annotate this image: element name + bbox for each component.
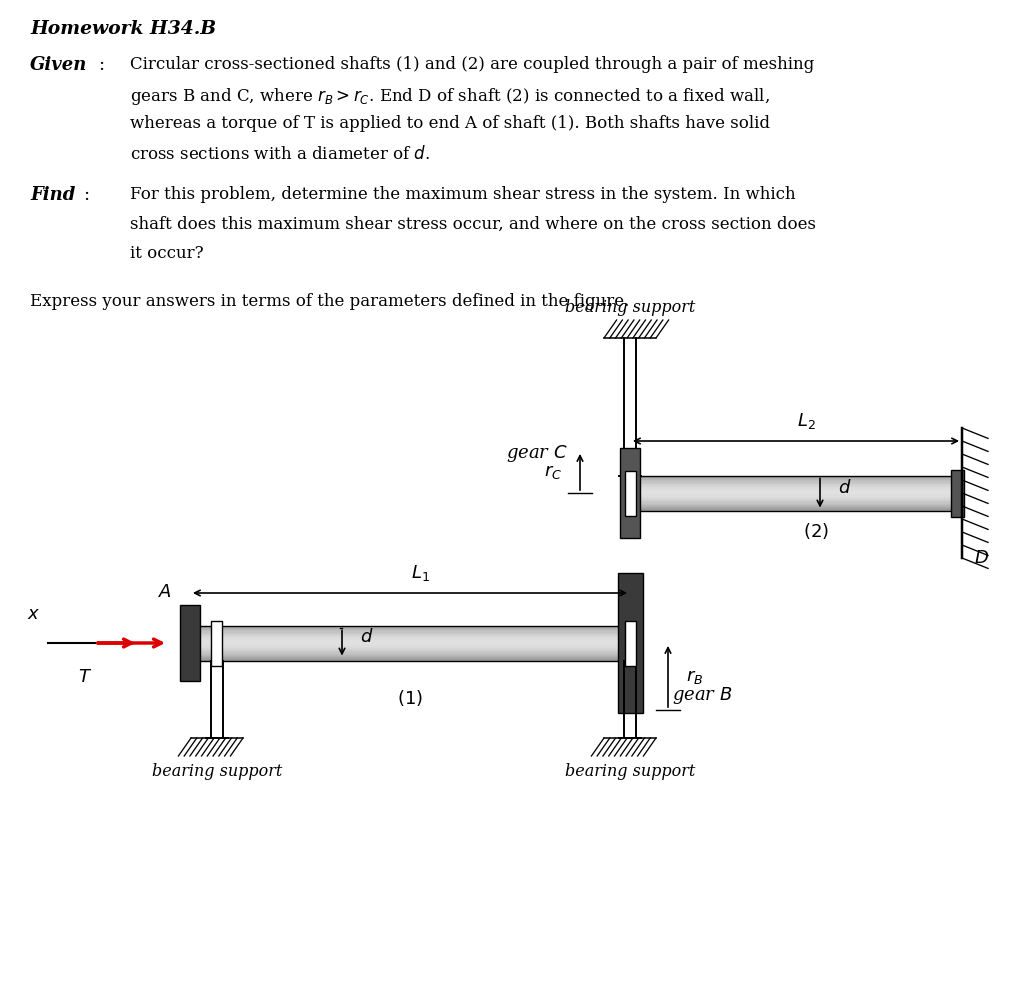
Bar bbox=[630, 479, 962, 480]
Bar bbox=[190, 660, 630, 661]
Text: $D$: $D$ bbox=[974, 549, 989, 567]
Bar bbox=[630, 493, 962, 494]
Bar bbox=[190, 658, 630, 660]
Bar bbox=[617, 573, 642, 713]
Text: :: : bbox=[83, 186, 89, 204]
Bar bbox=[630, 492, 962, 493]
Bar bbox=[630, 482, 962, 484]
Bar bbox=[630, 496, 962, 498]
Bar bbox=[190, 635, 630, 636]
Text: Express your answers in terms of the parameters defined in the figure.: Express your answers in terms of the par… bbox=[30, 292, 630, 309]
Text: $A$: $A$ bbox=[158, 583, 172, 601]
Bar bbox=[190, 649, 630, 650]
Bar bbox=[190, 657, 630, 658]
Bar bbox=[625, 621, 636, 666]
Bar bbox=[630, 509, 962, 511]
Bar bbox=[630, 489, 962, 491]
Text: For this problem, determine the maximum shear stress in the system. In which: For this problem, determine the maximum … bbox=[130, 186, 796, 203]
Bar bbox=[190, 651, 630, 653]
Bar bbox=[190, 656, 630, 657]
Text: Circular cross-sectioned shafts (1) and (2) are coupled through a pair of meshin: Circular cross-sectioned shafts (1) and … bbox=[130, 56, 814, 73]
Bar bbox=[190, 634, 630, 635]
Text: $(1)$: $(1)$ bbox=[397, 688, 423, 708]
Bar bbox=[630, 494, 962, 495]
Text: $r_C$: $r_C$ bbox=[544, 463, 562, 481]
Bar bbox=[630, 508, 962, 509]
Bar bbox=[630, 491, 962, 492]
Bar bbox=[630, 500, 962, 501]
Bar bbox=[190, 646, 630, 647]
Bar bbox=[630, 481, 962, 482]
Text: $d$: $d$ bbox=[838, 479, 852, 497]
Text: $r_B$: $r_B$ bbox=[686, 668, 703, 686]
Text: Given: Given bbox=[30, 56, 87, 74]
Bar bbox=[630, 506, 962, 507]
Bar bbox=[625, 470, 636, 516]
Bar bbox=[180, 605, 200, 681]
Bar bbox=[951, 469, 964, 517]
Bar bbox=[190, 633, 630, 634]
Text: :: : bbox=[98, 56, 104, 74]
Text: $x$: $x$ bbox=[27, 605, 40, 623]
Bar bbox=[190, 653, 630, 654]
Text: gear $C$: gear $C$ bbox=[506, 442, 568, 463]
Bar bbox=[190, 629, 630, 630]
Bar bbox=[190, 637, 630, 639]
Bar bbox=[190, 647, 630, 648]
Bar bbox=[630, 501, 962, 502]
Bar bbox=[630, 480, 962, 481]
Text: gear $B$: gear $B$ bbox=[672, 685, 732, 706]
Bar bbox=[190, 626, 630, 627]
Bar bbox=[620, 448, 640, 538]
Bar bbox=[630, 475, 962, 511]
Bar bbox=[190, 640, 630, 641]
Bar bbox=[190, 626, 630, 661]
Bar bbox=[630, 498, 962, 499]
Bar bbox=[630, 502, 962, 504]
Text: $L_2$: $L_2$ bbox=[797, 411, 815, 431]
Text: bearing support: bearing support bbox=[152, 763, 283, 780]
Bar bbox=[630, 486, 962, 487]
Text: $T$: $T$ bbox=[78, 668, 92, 686]
Text: bearing support: bearing support bbox=[565, 763, 695, 780]
Bar bbox=[190, 627, 630, 628]
Bar bbox=[190, 639, 630, 640]
Bar bbox=[190, 630, 630, 632]
Text: Find: Find bbox=[30, 186, 76, 204]
Bar bbox=[630, 499, 962, 500]
Text: $d$: $d$ bbox=[360, 628, 374, 646]
Text: $L_1$: $L_1$ bbox=[411, 563, 429, 583]
Bar bbox=[190, 643, 630, 644]
Bar bbox=[190, 655, 630, 656]
Bar bbox=[630, 485, 962, 486]
Bar bbox=[190, 632, 630, 633]
Bar bbox=[630, 477, 962, 478]
Bar bbox=[630, 475, 962, 477]
Bar bbox=[190, 648, 630, 649]
Text: cross sections with a diameter of $d$.: cross sections with a diameter of $d$. bbox=[130, 145, 430, 163]
Bar bbox=[630, 505, 962, 506]
Bar bbox=[190, 628, 630, 629]
Text: whereas a torque of T is applied to end A of shaft (1). Both shafts have solid: whereas a torque of T is applied to end … bbox=[130, 115, 770, 132]
Bar bbox=[630, 484, 962, 485]
Bar bbox=[190, 654, 630, 655]
Bar bbox=[190, 636, 630, 637]
Bar bbox=[190, 644, 630, 646]
Bar bbox=[630, 487, 962, 488]
Bar bbox=[212, 621, 222, 666]
Text: shaft does this maximum shear stress occur, and where on the cross section does: shaft does this maximum shear stress occ… bbox=[130, 216, 816, 233]
Bar bbox=[630, 478, 962, 479]
Text: it occur?: it occur? bbox=[130, 245, 204, 262]
Bar bbox=[630, 495, 962, 496]
Text: Homework H34.B: Homework H34.B bbox=[30, 20, 216, 38]
Bar bbox=[630, 504, 962, 505]
Text: gears B and C, where $r_B > r_C$. End D of shaft (2) is connected to a fixed wal: gears B and C, where $r_B > r_C$. End D … bbox=[130, 86, 770, 107]
Bar bbox=[190, 650, 630, 651]
Text: $(2)$: $(2)$ bbox=[803, 521, 829, 541]
Bar bbox=[190, 642, 630, 643]
Bar bbox=[630, 488, 962, 489]
Bar bbox=[630, 507, 962, 508]
Bar bbox=[190, 641, 630, 642]
Text: bearing support: bearing support bbox=[565, 299, 695, 316]
